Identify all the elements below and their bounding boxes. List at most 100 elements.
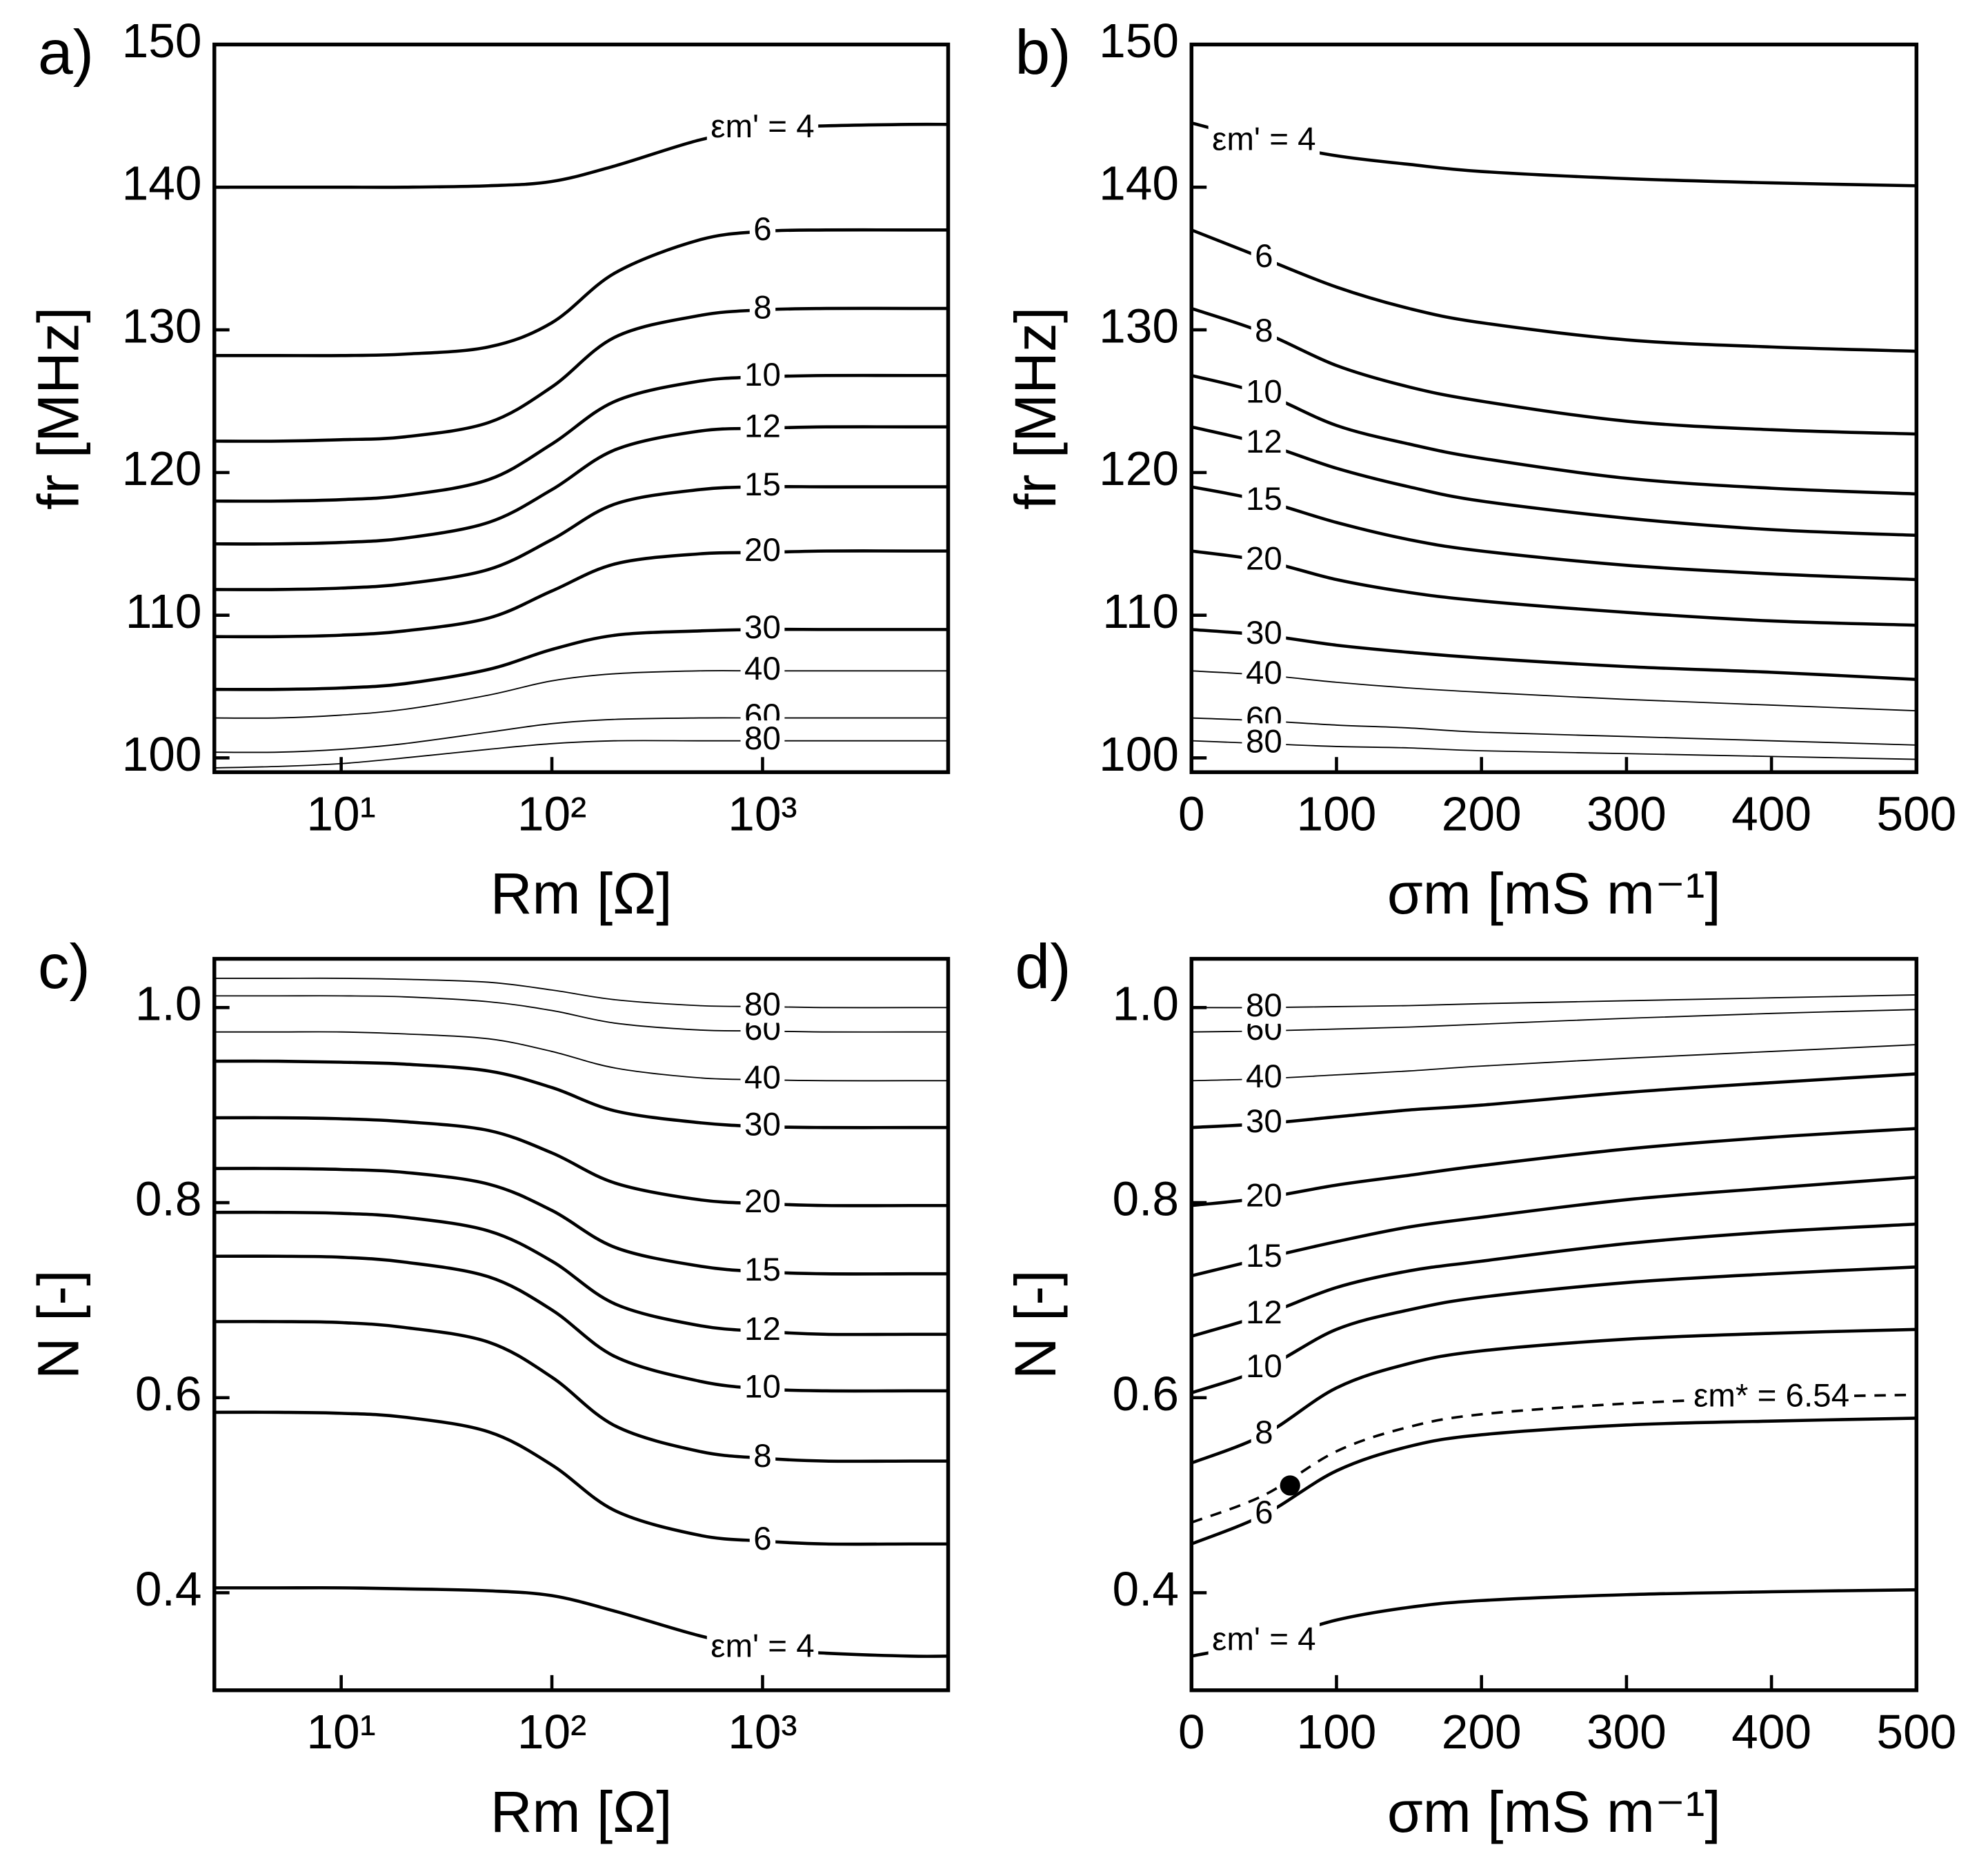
y-axis-title: fr [MHz] [26,307,91,510]
x-tick-label: 400 [1731,787,1811,840]
label-bg [1242,1103,1286,1141]
marker [1280,1475,1300,1496]
y-tick-label: 120 [1099,442,1179,495]
curve-label: 10 [744,357,781,393]
panel: 100 110 120 130 140 150 0 100 200 300 400 500 σm [mS… [1003,14,1956,926]
curve-label: 40 [744,651,781,687]
label-bg [740,720,785,758]
curve-label: 40 [1246,655,1282,691]
curve [1191,717,1917,746]
curve [1191,1009,1917,1033]
curve [1191,1222,1917,1338]
curve-label: εm' = 4 [1212,1621,1315,1658]
y-tick-label: 150 [122,14,202,68]
x-tick-label: 10¹ [306,787,375,840]
curve-label: 20 [744,532,781,569]
label-bg [1251,238,1278,275]
x-tick-label: 0 [1178,1705,1205,1759]
curve-label: 30 [1246,1103,1282,1140]
curve [214,740,948,769]
curve-label: 6 [1255,1494,1273,1531]
curve [1191,740,1917,760]
label-bg [740,466,785,504]
label-bg [740,1059,785,1096]
y-tick-label: 110 [1102,584,1179,638]
curve [214,717,948,753]
label-bg [1242,615,1286,652]
label-bg [749,1437,776,1474]
x-tick-label: 400 [1731,1705,1811,1759]
curve-label: 80 [744,986,781,1023]
curve-label: 12 [744,1311,781,1347]
y-axis-title: fr [MHz] [1003,307,1068,510]
y-tick-label: 140 [1099,157,1179,210]
plot-frame [1189,42,1919,774]
label-bg [740,1106,785,1143]
label-bg [1242,1058,1286,1096]
x-tick-label: 200 [1442,787,1522,840]
curve [214,670,948,719]
label-bg [1242,655,1286,692]
y-tick-label: 0.8 [135,1172,202,1225]
x-axis-title: Rm [Ω] [490,861,673,926]
curve-label: 30 [744,1106,781,1143]
label-bg [1689,1377,1854,1414]
curve [1191,994,1917,1009]
panel-label: c) [38,931,90,1002]
label-bg [1242,424,1286,461]
curve [1191,1416,1917,1546]
y-tick-label: 0.4 [135,1562,202,1616]
curve [1191,374,1917,496]
curve-label: 20 [744,1183,781,1220]
curve-label: 8 [753,1438,771,1474]
curve [214,306,948,443]
x-axis-title: Rm [Ω] [490,1779,673,1844]
y-tick-label: 110 [126,584,202,638]
y-tick-label: 0.8 [1112,1172,1179,1225]
y-tick-label: 150 [1099,14,1179,68]
curve [1191,628,1917,682]
panel: 0.4 0.6 0.8 1.0 0 100 200 300 400 500 σm [mS m⁻¹] N… [1003,931,1956,1844]
y-tick-label: 0.4 [1112,1562,1179,1616]
y-tick-label: 120 [122,442,202,495]
x-tick-label: 100 [1297,1705,1377,1759]
curve [214,1410,948,1546]
y-tick-label: 130 [1099,299,1179,353]
curve [214,1586,948,1658]
label-bg [740,986,785,1023]
curve-label: 10 [744,1369,781,1405]
label-bg [749,210,776,248]
x-tick-label: 10² [517,787,586,840]
label-bg [1251,312,1278,349]
y-tick-label: 100 [1099,727,1179,781]
curve [214,1210,948,1336]
curve-label: εm' = 4 [1212,121,1315,158]
curve [214,228,948,357]
x-tick-label: 300 [1587,787,1667,840]
label-bg [749,289,776,326]
label-bg [1242,1177,1286,1214]
label-bg [1242,540,1286,577]
y-tick-label: 0.6 [135,1367,202,1421]
curve [214,1254,948,1393]
curve-label: 10 [1246,374,1282,411]
x-tick-label: 0 [1178,787,1205,840]
x-axis-title: σm [mS m⁻¹] [1387,1779,1721,1844]
x-tick-label: 300 [1587,1705,1667,1759]
x-tick-label: 500 [1876,1705,1956,1759]
y-tick-label: 1.0 [135,977,202,1031]
curve [214,549,948,639]
label-bg [740,408,785,445]
curve-label: 8 [1255,313,1273,349]
curve [1191,1044,1917,1082]
x-tick-label: 10³ [728,1705,797,1759]
label-bg [740,1368,785,1405]
curve [214,122,948,189]
label-bg [706,1628,819,1665]
panel-label: b) [1015,17,1071,88]
curve-label: 30 [1246,615,1282,651]
curve-label: 6 [1255,238,1273,275]
curve-label: 12 [1246,424,1282,460]
panel: 100 110 120 130 140 150 10¹ 10² 10³ Rm [Ω] fr [MHz… [26,14,951,926]
